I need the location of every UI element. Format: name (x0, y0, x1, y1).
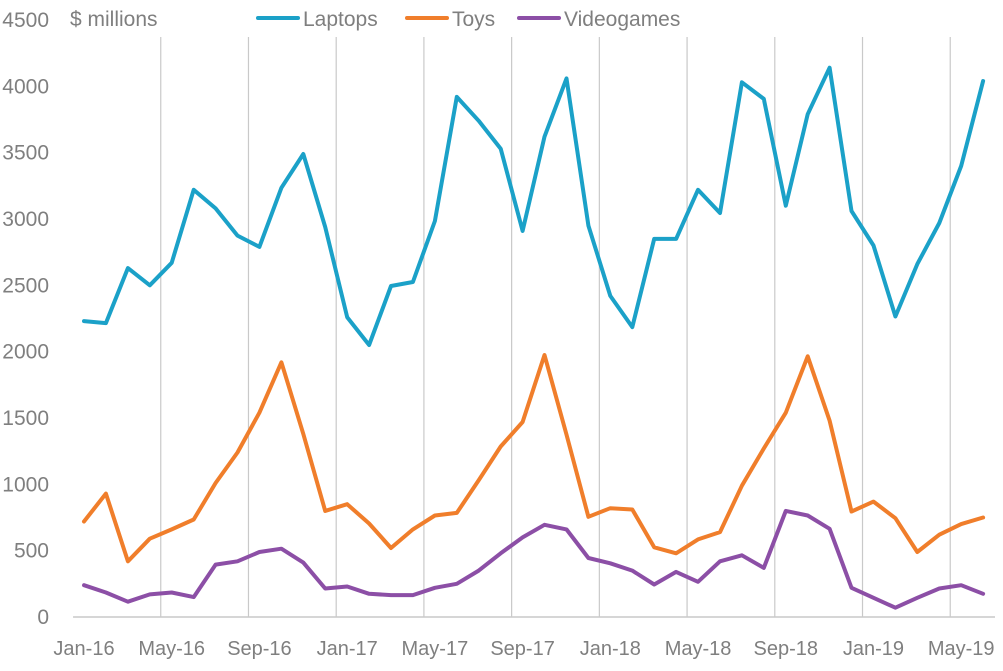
x-tick-label-may-18: May-18 (665, 638, 732, 660)
x-tick-label-may-17: May-17 (402, 638, 469, 660)
legend-label-toys: Toys (452, 8, 495, 31)
y-tick-label-1000: 1000 (2, 473, 49, 496)
x-tick-label-jan-17: Jan-17 (317, 638, 378, 660)
y-tick-label-3000: 3000 (2, 208, 49, 231)
x-tick-label-sep-18: Sep-18 (754, 638, 819, 660)
legend-label-videogames: Videogames (564, 8, 680, 31)
x-tick-label-jan-16: Jan-16 (53, 638, 114, 660)
y-tick-label-2000: 2000 (2, 341, 49, 364)
y-tick-label-2500: 2500 (2, 274, 49, 297)
axis-layer: 0 500 1000 1500 2000 2500 3000 3500 4000 4500 Jan-… (2, 9, 995, 660)
series-layer (82, 65, 986, 610)
y-tick-label-4000: 4000 (2, 75, 49, 98)
x-tick-label-sep-16: Sep-16 (227, 638, 292, 660)
x-tick-label-may-16: May-16 (138, 638, 205, 660)
y-axis-unit-label: $ millions (70, 8, 158, 31)
series-line-laptops (82, 65, 986, 347)
legend-label-laptops: Laptops (303, 8, 378, 31)
legend: Laptops Toys Videogames (256, 8, 680, 31)
y-tick-label-3500: 3500 (2, 142, 49, 165)
x-tick-label-jan-19: Jan-19 (843, 638, 904, 660)
x-tick-label-sep-17: Sep-17 (490, 638, 555, 660)
x-tick-label-jan-18: Jan-18 (580, 638, 641, 660)
y-tick-label-500: 500 (14, 540, 49, 563)
series-line-toys (82, 353, 986, 564)
x-tick-label-may-19: May-19 (928, 638, 995, 660)
y-tick-label-1500: 1500 (2, 407, 49, 430)
y-tick-label-4500: 4500 (2, 9, 49, 32)
series-line-videogames (82, 508, 986, 610)
grid-layer (160, 37, 951, 617)
y-tick-label-0: 0 (37, 606, 49, 629)
